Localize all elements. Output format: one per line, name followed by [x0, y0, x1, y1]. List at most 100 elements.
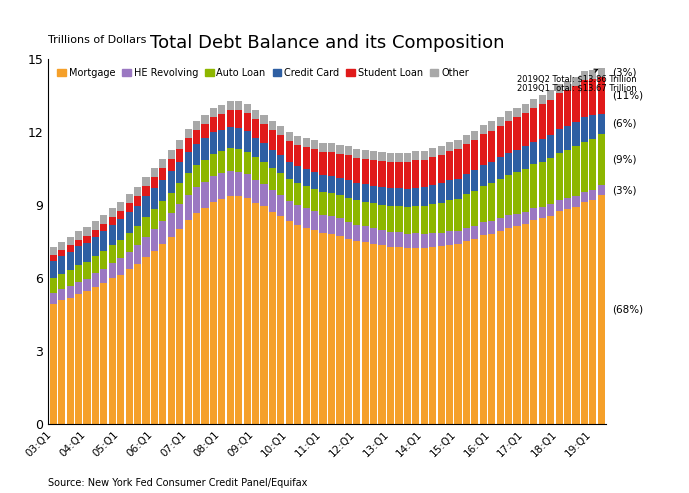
Bar	[412, 151, 420, 160]
Bar	[117, 219, 124, 240]
Bar	[505, 175, 512, 215]
Bar	[421, 206, 428, 234]
Bar	[134, 187, 141, 196]
Bar	[210, 108, 217, 117]
Bar	[497, 218, 504, 231]
Bar	[387, 247, 394, 424]
Bar	[101, 214, 107, 223]
Bar	[320, 192, 327, 214]
Bar	[185, 129, 192, 139]
Bar	[75, 231, 82, 240]
Bar	[83, 291, 90, 424]
Bar	[134, 264, 141, 424]
Bar	[210, 132, 217, 154]
Bar	[497, 157, 504, 179]
Bar	[227, 101, 234, 110]
Bar	[286, 132, 293, 141]
Bar	[480, 186, 487, 222]
Bar	[454, 149, 462, 178]
Bar	[531, 141, 537, 164]
Bar	[531, 99, 537, 108]
Bar	[421, 150, 428, 160]
Bar	[336, 144, 344, 153]
Bar	[244, 113, 251, 131]
Bar	[320, 142, 327, 151]
Bar	[387, 232, 394, 247]
Bar	[471, 191, 478, 225]
Bar	[311, 211, 318, 230]
Bar	[378, 187, 386, 205]
Bar	[294, 136, 301, 145]
Bar	[370, 160, 377, 186]
Bar	[328, 193, 335, 216]
Bar	[446, 245, 453, 424]
Bar	[235, 149, 243, 172]
Bar	[244, 198, 251, 424]
Bar	[134, 196, 141, 206]
Bar	[370, 151, 377, 160]
Bar	[589, 201, 597, 424]
Bar	[176, 229, 183, 424]
Bar	[210, 202, 217, 424]
Bar	[438, 155, 444, 183]
Bar	[320, 175, 327, 192]
Bar	[201, 138, 209, 160]
Bar	[176, 162, 183, 183]
Bar	[286, 141, 293, 162]
Bar	[488, 121, 495, 131]
Bar	[547, 90, 554, 100]
Bar	[269, 211, 276, 424]
Bar	[269, 150, 276, 168]
Bar	[201, 182, 209, 208]
Bar	[522, 223, 529, 424]
Bar	[159, 180, 167, 201]
Bar	[412, 160, 420, 187]
Bar	[302, 138, 310, 147]
Bar	[269, 121, 276, 130]
Bar	[581, 117, 588, 141]
Bar	[429, 157, 436, 185]
Bar	[353, 158, 360, 183]
Text: (9%): (9%)	[612, 155, 637, 165]
Bar	[547, 215, 554, 424]
Bar	[185, 220, 192, 424]
Bar	[252, 180, 259, 203]
Bar	[227, 110, 234, 127]
Bar	[395, 247, 402, 424]
Bar	[218, 199, 225, 424]
Bar	[446, 231, 453, 245]
Bar	[395, 232, 402, 247]
Bar	[67, 237, 74, 246]
Bar	[539, 95, 546, 105]
Bar	[573, 146, 579, 196]
Bar	[597, 134, 605, 185]
Bar	[446, 142, 453, 151]
Bar	[109, 208, 116, 217]
Bar	[294, 205, 301, 225]
Bar	[581, 141, 588, 192]
Bar	[278, 195, 285, 216]
Bar	[278, 155, 285, 173]
Bar	[531, 209, 537, 220]
Bar	[328, 234, 335, 424]
Bar	[134, 246, 141, 264]
Bar	[167, 213, 175, 237]
Bar	[480, 235, 487, 424]
Bar	[344, 239, 352, 424]
Bar	[278, 126, 285, 135]
Bar	[269, 190, 276, 211]
Text: Trillions of Dollars: Trillions of Dollars	[48, 35, 147, 44]
Bar	[176, 149, 183, 162]
Bar	[412, 206, 420, 233]
Bar	[353, 183, 360, 201]
Bar	[539, 162, 546, 207]
Bar	[67, 286, 74, 297]
Bar	[471, 239, 478, 424]
Bar	[395, 188, 402, 206]
Bar	[336, 195, 344, 218]
Bar	[286, 179, 293, 201]
Bar	[513, 214, 521, 226]
Bar	[50, 255, 57, 261]
Bar	[109, 263, 116, 278]
Bar	[505, 111, 512, 121]
